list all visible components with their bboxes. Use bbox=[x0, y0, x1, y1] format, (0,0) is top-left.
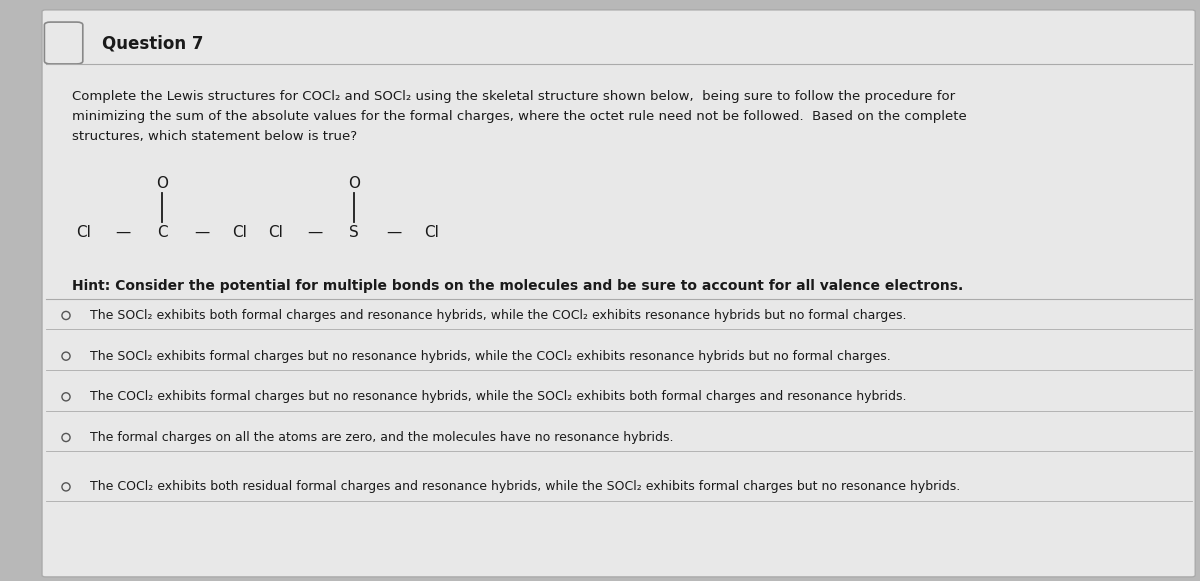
Text: —: — bbox=[194, 225, 209, 240]
Text: The COCl₂ exhibits formal charges but no resonance hybrids, while the SOCl₂ exhi: The COCl₂ exhibits formal charges but no… bbox=[90, 390, 906, 403]
Text: Cl: Cl bbox=[233, 225, 247, 240]
Text: —: — bbox=[307, 225, 322, 240]
Text: Question 7: Question 7 bbox=[102, 35, 204, 52]
Text: O: O bbox=[348, 175, 360, 191]
Text: The formal charges on all the atoms are zero, and the molecules have no resonanc: The formal charges on all the atoms are … bbox=[90, 431, 673, 444]
Text: The SOCl₂ exhibits both formal charges and resonance hybrids, while the COCl₂ ex: The SOCl₂ exhibits both formal charges a… bbox=[90, 309, 906, 322]
Text: The COCl₂ exhibits both residual formal charges and resonance hybrids, while the: The COCl₂ exhibits both residual formal … bbox=[90, 480, 960, 493]
FancyBboxPatch shape bbox=[44, 22, 83, 64]
Text: C: C bbox=[157, 225, 167, 240]
Text: Cl: Cl bbox=[269, 225, 283, 240]
Text: The SOCl₂ exhibits formal charges but no resonance hybrids, while the COCl₂ exhi: The SOCl₂ exhibits formal charges but no… bbox=[90, 350, 890, 363]
Text: —: — bbox=[115, 225, 130, 240]
Text: S: S bbox=[349, 225, 359, 240]
Text: Cl: Cl bbox=[77, 225, 91, 240]
Text: Hint: Consider the potential for multiple bonds on the molecules and be sure to : Hint: Consider the potential for multipl… bbox=[72, 279, 964, 293]
FancyBboxPatch shape bbox=[42, 10, 1195, 577]
Text: Cl: Cl bbox=[425, 225, 439, 240]
Text: O: O bbox=[156, 175, 168, 191]
Text: Complete the Lewis structures for COCl₂ and SOCl₂ using the skeletal structure s: Complete the Lewis structures for COCl₂ … bbox=[72, 90, 967, 143]
Text: —: — bbox=[386, 225, 401, 240]
